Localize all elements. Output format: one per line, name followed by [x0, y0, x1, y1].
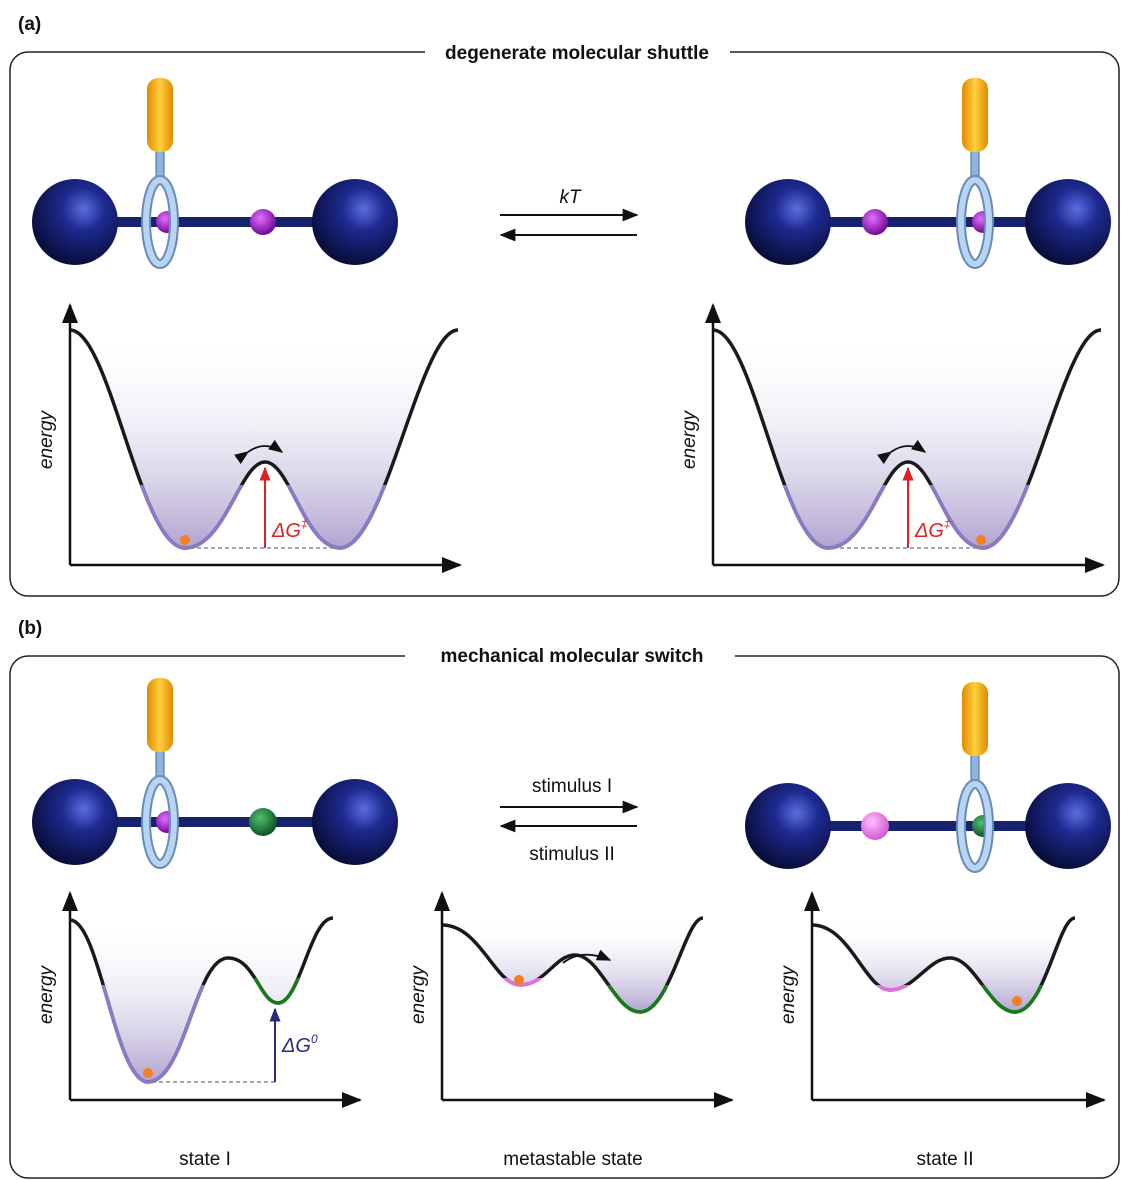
svg-text:ΔG‡: ΔG‡ [271, 517, 308, 542]
svg-text:ΔG‡: ΔG‡ [914, 517, 951, 542]
energy-plot: energy ΔG‡ [679, 303, 1105, 573]
molecule [32, 678, 398, 865]
equilibrium-label: kT [559, 187, 582, 208]
barrier-superscript: ‡ [944, 517, 951, 531]
stimulus-label: stimulus I [532, 776, 612, 797]
energy-plot: energy ΔG0 state I [36, 891, 362, 1170]
state-caption: state II [916, 1149, 973, 1170]
barrier-symbol: ΔG [281, 1035, 311, 1057]
axis-label: energy [36, 409, 57, 469]
panel-title: degenerate molecular shuttle [445, 43, 709, 64]
barrier-superscript: 0 [311, 1032, 318, 1046]
state-caption: metastable state [503, 1149, 642, 1170]
axis-label: energy [778, 964, 799, 1024]
barrier-symbol: ΔG [914, 520, 944, 542]
stimulus-label: stimulus II [529, 844, 615, 865]
energy-plot: energy state II [778, 891, 1106, 1170]
molecule [32, 78, 398, 265]
panel-label: (a) [18, 14, 41, 35]
state-caption: state I [179, 1149, 231, 1170]
molecule [745, 682, 1111, 869]
barrier-symbol: ΔG [271, 520, 301, 542]
svg-text:ΔG0: ΔG0 [281, 1032, 318, 1057]
molecule [745, 78, 1111, 265]
energy-plot: energy ΔG‡ [36, 303, 462, 573]
axis-label: energy [408, 964, 429, 1024]
energy-plot: energy metastable state [408, 891, 734, 1170]
panel-title: mechanical molecular switch [441, 646, 704, 667]
panel-label: (b) [18, 618, 42, 639]
axis-label: energy [679, 409, 700, 469]
barrier-superscript: ‡ [301, 517, 308, 531]
axis-label: energy [36, 964, 57, 1024]
